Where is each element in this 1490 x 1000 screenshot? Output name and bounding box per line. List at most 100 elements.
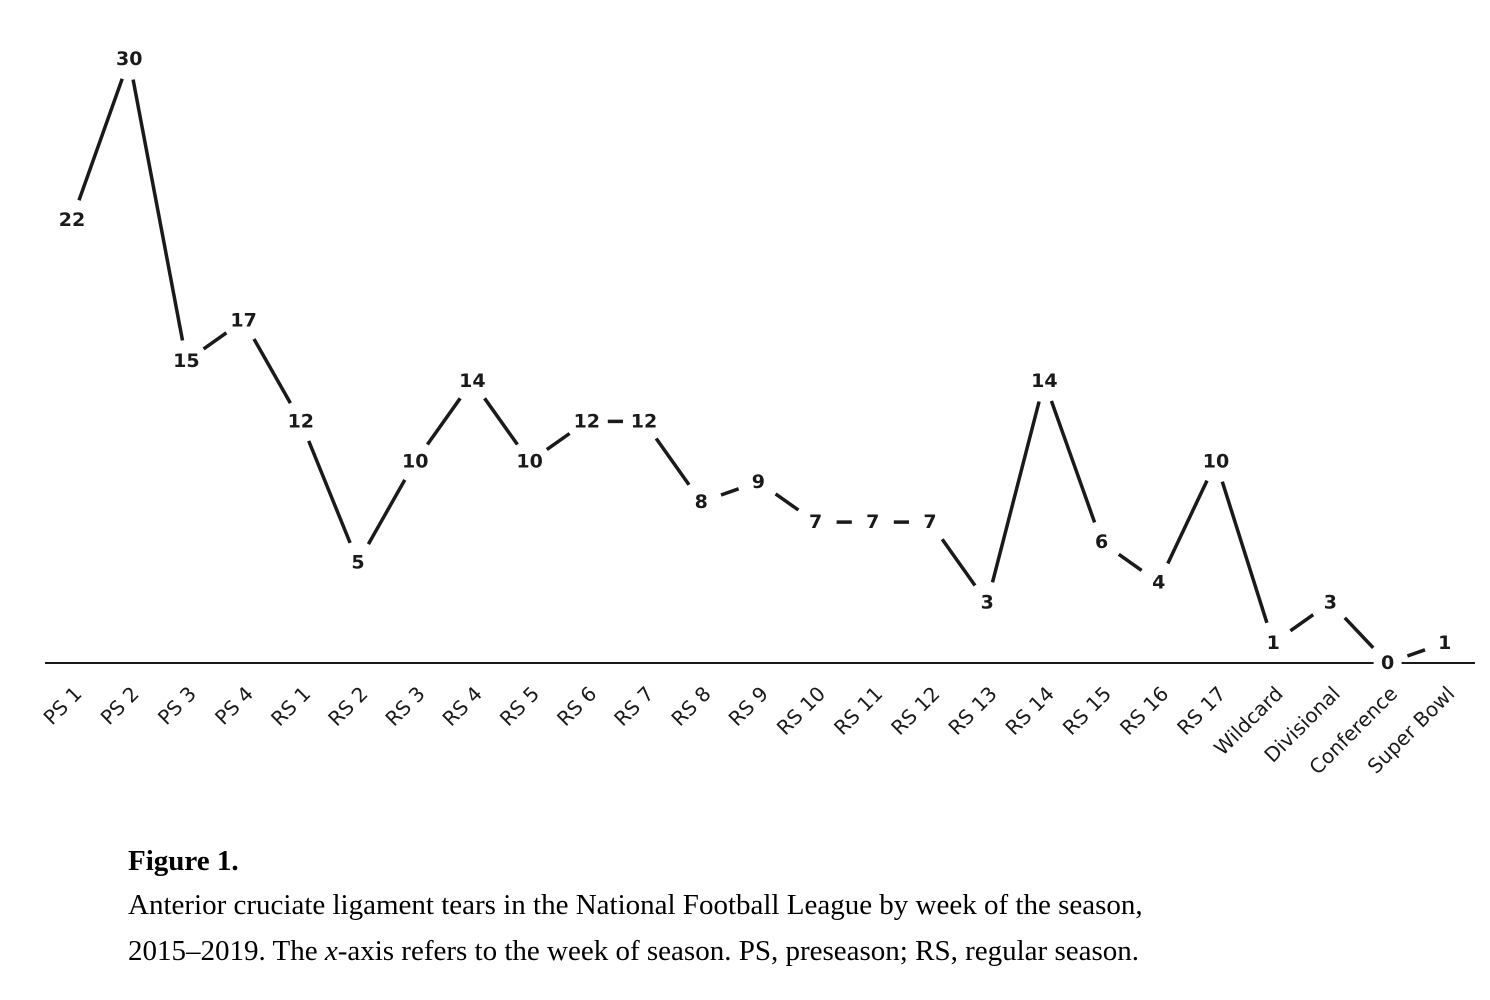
data-label-bg: [801, 510, 830, 535]
line-segment: [1117, 552, 1143, 572]
line-segment: [1343, 616, 1375, 650]
data-label: 7: [866, 511, 879, 533]
line-series: [77, 78, 1426, 658]
data-label-bg: [1030, 369, 1059, 394]
data-label: 7: [809, 511, 822, 533]
x-tick-label: RS 11: [829, 682, 887, 740]
line-segment: [990, 401, 1041, 583]
data-label-bg: [1087, 530, 1116, 555]
data-label-bg: [115, 47, 144, 71]
data-label-bg: [401, 449, 430, 474]
line-segment: [202, 331, 228, 351]
line-segment: [774, 492, 800, 512]
data-label-bg: [1373, 651, 1402, 675]
x-tick-labels: PS 1 PS 2 PS 3 PS 4 RS 1 RS 2 RS 3 RS 4 RS 5 RS 6…: [39, 682, 1460, 780]
x-tick-label: RS 4: [438, 682, 487, 731]
data-label-bg: [1202, 449, 1230, 474]
line-segment: [654, 437, 691, 486]
line-segment: [307, 440, 352, 544]
line-segment: [366, 479, 407, 545]
x-tick-label: RS 6: [552, 682, 601, 731]
line-segment: [720, 487, 740, 497]
line-segment: [1406, 648, 1426, 658]
x-tick-label: PS 1: [39, 682, 87, 730]
data-label-bg: [1316, 590, 1345, 615]
line-segment: [131, 79, 185, 341]
data-label-bg: [229, 308, 258, 333]
figure-label: Figure 1.: [128, 845, 239, 877]
line-segment: [1220, 481, 1269, 624]
data-label: 12: [574, 410, 600, 432]
x-tick-label: RS 2: [323, 682, 372, 731]
data-label-bg: [858, 510, 887, 535]
data-label: 3: [1324, 592, 1337, 614]
figure-description: Anterior cruciate ligament tears in the …: [128, 882, 1428, 974]
x-tick-label: RS 7: [609, 682, 658, 731]
data-label: 6: [1095, 531, 1108, 553]
line-segment: [77, 78, 124, 201]
data-label: 14: [459, 370, 485, 392]
data-label: 10: [516, 451, 542, 473]
data-label: 22: [59, 209, 85, 231]
data-label-bg: [630, 409, 658, 434]
x-tick-label: RS 10: [772, 682, 830, 740]
data-label-bg: [286, 409, 315, 434]
data-label-bg: [344, 550, 372, 575]
data-label: 4: [1152, 571, 1165, 593]
line-segment: [252, 338, 292, 404]
x-tick-label: RS 15: [1058, 682, 1116, 740]
line-segment: [1049, 400, 1097, 523]
data-label: 8: [695, 491, 708, 513]
data-label: 12: [631, 410, 657, 432]
data-label: 5: [351, 551, 364, 573]
data-label: 1: [1267, 632, 1280, 654]
x-tick-label: RS 8: [666, 682, 715, 731]
x-tick-label: PS 2: [96, 682, 144, 730]
data-label-bg: [458, 369, 487, 394]
data-label: 30: [116, 48, 142, 70]
data-label: 12: [288, 410, 314, 432]
x-tick-label: RS 9: [724, 682, 773, 731]
data-label: 1: [1438, 632, 1451, 654]
data-label-bg: [1259, 630, 1288, 655]
data-label-bg: [1144, 570, 1173, 595]
caption-line-2b: -axis refers to the week of season. PS, …: [337, 935, 1140, 967]
caption-line-2a: 2015–2019. The: [128, 935, 325, 967]
data-label: 7: [923, 511, 936, 533]
x-tick-label: PS 3: [153, 682, 201, 730]
line-segment: [545, 432, 571, 452]
line-segment: [483, 397, 519, 446]
x-tick-label: RS 14: [1001, 682, 1059, 740]
x-tick-label: RS 12: [886, 682, 944, 740]
data-label: 3: [981, 592, 994, 614]
data-label: 0: [1381, 652, 1394, 674]
line-segment: [1289, 613, 1315, 633]
data-label: 9: [752, 471, 765, 493]
x-tick-label: RS 1: [266, 682, 315, 731]
data-label-bg: [1430, 630, 1459, 655]
data-label-bg: [58, 208, 86, 233]
data-label-bg: [515, 449, 544, 474]
data-label-bg: [572, 409, 601, 434]
data-label-bg: [687, 489, 716, 514]
caption-line-1: Anterior cruciate ligament tears in the …: [128, 889, 1143, 921]
line-segment: [1166, 479, 1209, 565]
data-label: 17: [230, 310, 256, 332]
data-label-bg: [916, 510, 944, 535]
x-tick-label: RS 3: [380, 682, 429, 731]
x-tick-label: RS 5: [495, 682, 544, 731]
data-label: 15: [173, 350, 199, 372]
x-tick-label: RS 13: [943, 682, 1001, 740]
caption-axis-var: x: [324, 935, 338, 967]
data-label: 14: [1031, 370, 1057, 392]
data-label: 10: [1203, 451, 1229, 473]
line-segment: [425, 397, 462, 446]
data-label: 10: [402, 451, 428, 473]
figure-caption: Figure 1. Anterior cruciate ligament tea…: [128, 842, 1428, 974]
x-tick-label: RS 16: [1115, 682, 1173, 740]
data-label-bg: [973, 590, 1002, 615]
x-tick-label: PS 4: [210, 682, 258, 730]
data-label-bg: [172, 349, 201, 373]
